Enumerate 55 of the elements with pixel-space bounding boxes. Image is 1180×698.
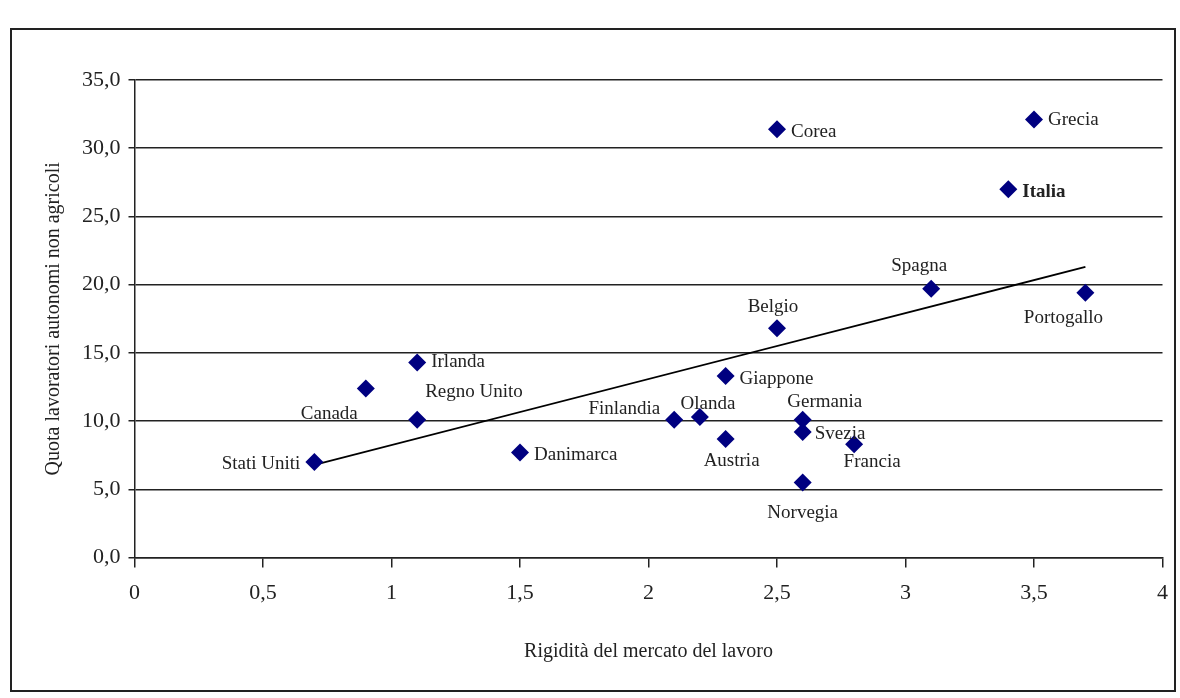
y-tick-label: 15,0 xyxy=(82,338,121,364)
y-tick-label: 0,0 xyxy=(93,543,121,569)
point xyxy=(922,279,941,298)
annotation: Danimarca xyxy=(534,442,618,464)
annotation: Spagna xyxy=(891,253,948,275)
x-tick-label: 3 xyxy=(900,578,911,604)
y-tick-label: 10,0 xyxy=(82,406,121,432)
point xyxy=(690,408,709,427)
x-tick-label: 1 xyxy=(386,578,397,604)
y-tick-label: 25,0 xyxy=(82,202,121,228)
annotation: Portogallo xyxy=(1023,305,1103,327)
annotation: Stati Uniti xyxy=(221,452,301,474)
point xyxy=(511,443,529,462)
point xyxy=(408,353,427,372)
point xyxy=(305,453,324,472)
y-tick-label: 5,0 xyxy=(93,475,121,501)
annotation: Belgio xyxy=(747,295,799,317)
annotation: Norvegia xyxy=(767,500,839,522)
annotation: Francia xyxy=(843,450,902,472)
annotation: Italia xyxy=(1022,180,1067,202)
y-axis-title: Quota lavoratori autonomi non agricoli xyxy=(41,161,65,476)
annotation: Olanda xyxy=(680,392,736,414)
annotation: Svezia xyxy=(814,422,866,444)
y-tick-label: 35,0 xyxy=(82,65,121,91)
annotation: Austria xyxy=(703,448,761,470)
annotation: Corea xyxy=(791,120,837,142)
y-tick-label: 20,0 xyxy=(82,270,121,296)
annotation: Regno Unito xyxy=(425,379,523,401)
annotation: Grecia xyxy=(1048,107,1100,129)
point xyxy=(716,367,735,386)
x-tick-label: 4 xyxy=(1157,578,1168,604)
x-tick-label: 1,5 xyxy=(506,578,534,604)
point xyxy=(665,410,684,429)
x-tick-label: 2,5 xyxy=(763,578,791,604)
annotation: Canada xyxy=(300,402,359,424)
point xyxy=(793,423,812,442)
x-tick-label: 3,5 xyxy=(1020,578,1048,604)
annotation: Giappone xyxy=(739,367,814,389)
annotation: Finlandia xyxy=(588,396,661,418)
x-tick-label: 0,5 xyxy=(249,578,277,604)
point xyxy=(716,429,735,448)
annotation: Germania xyxy=(787,389,863,411)
point xyxy=(999,180,1018,199)
point xyxy=(768,120,786,139)
x-axis-title: Rigidità del mercato del lavoro xyxy=(524,639,773,663)
point xyxy=(768,319,786,338)
x-tick-label: 0 xyxy=(129,578,140,604)
annotation: Irlanda xyxy=(431,350,486,372)
x-tick-label: 2 xyxy=(643,578,654,604)
point xyxy=(793,473,812,492)
point xyxy=(1025,110,1043,129)
point xyxy=(1076,283,1095,302)
y-tick-label: 30,0 xyxy=(82,134,121,160)
point xyxy=(356,379,375,398)
point xyxy=(408,410,427,429)
